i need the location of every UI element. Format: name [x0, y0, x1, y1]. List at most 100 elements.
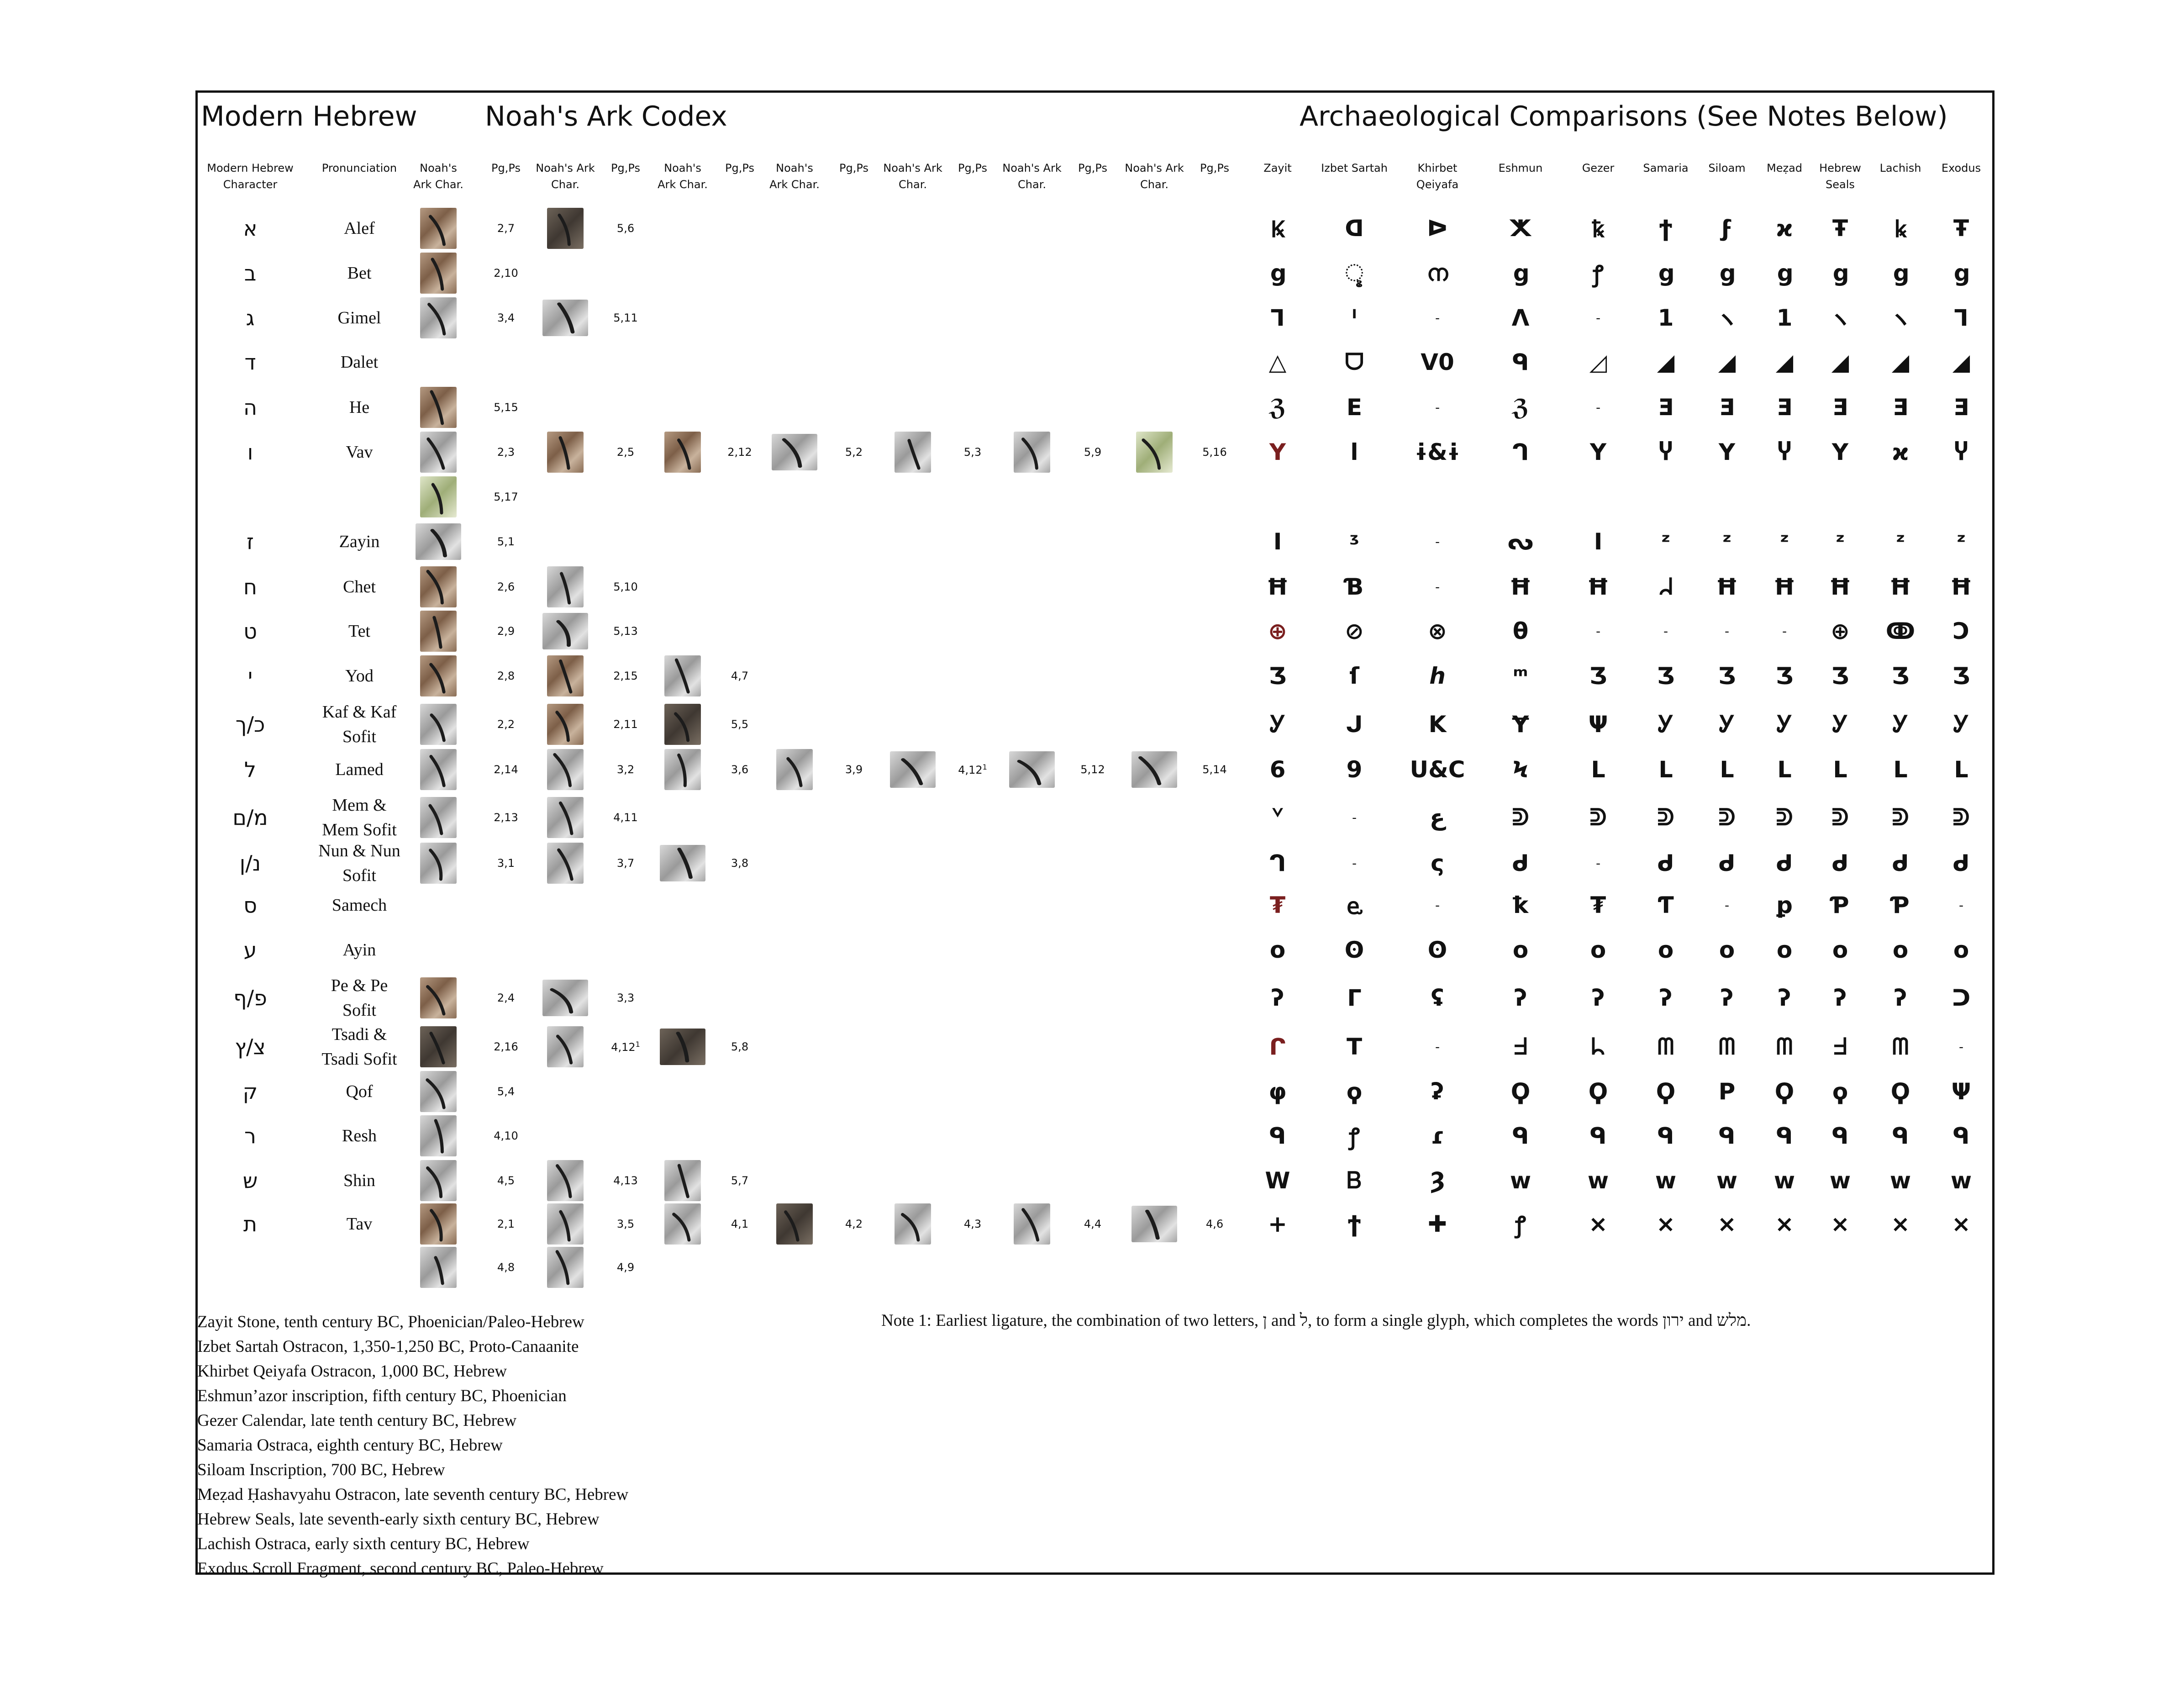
- noahs-ark-char-image: [420, 1203, 457, 1245]
- archaeological-glyph: U&C: [1410, 756, 1465, 783]
- page-position: 4,2: [845, 1218, 863, 1230]
- noahs-ark-char-image: [664, 655, 701, 696]
- page-position: 4,6: [1206, 1218, 1223, 1230]
- page-position: 2,1: [497, 1218, 515, 1230]
- archaeological-glyph: Ʒ: [1589, 663, 1607, 689]
- archaeological-glyph: W: [1265, 1167, 1290, 1194]
- archaeological-glyph: Ꭹ: [1893, 711, 1908, 738]
- archaeological-glyph: -: [1663, 624, 1668, 639]
- page-position: 2,3: [497, 446, 515, 459]
- noahs-ark-char-image: [542, 300, 588, 336]
- archaeological-glyph: ſ: [1349, 663, 1359, 689]
- archaeological-glyph: Ʒ: [1892, 663, 1910, 689]
- page-position: 4,3: [964, 1218, 981, 1230]
- archaeological-glyph: ʘ: [1428, 937, 1447, 963]
- archaeological-glyph: ↂ: [1886, 618, 1915, 644]
- page-position: 5,14: [1202, 763, 1226, 776]
- archaeological-glyph: ⊕: [1268, 618, 1287, 644]
- archaeological-glyph: ᒪ: [1954, 756, 1968, 783]
- archaeological-glyph: ʔ: [1271, 985, 1284, 1011]
- page-position: 2,2: [497, 718, 515, 731]
- archaeological-glyph: ◢: [1776, 349, 1793, 375]
- page-position: 5,8: [731, 1040, 748, 1053]
- archaeological-glyph: -: [1352, 810, 1357, 825]
- page-position: 5,13: [613, 625, 637, 638]
- page-position: 2,11: [613, 718, 637, 731]
- archaeological-glyph: ⊕: [1831, 618, 1850, 644]
- noahs-ark-char-image: [664, 1203, 701, 1245]
- archaeological-glyph: -: [1959, 898, 1963, 913]
- title-archaeological-comparisons: Archaeological Comparisons (See Notes Be…: [1300, 100, 1948, 132]
- archaeological-glyph: ᔓ: [1508, 528, 1534, 555]
- pronunciation: Lamed: [335, 757, 384, 782]
- modern-hebrew-char: צ/ץ: [235, 1034, 266, 1059]
- archaeological-glyph: Ʒ: [1657, 663, 1675, 689]
- archaeological-glyph: ᑯ: [1718, 850, 1735, 876]
- modern-hebrew-char: י: [248, 664, 253, 688]
- page-position: 2,15: [613, 670, 637, 682]
- archaeological-glyph: Ꭹ: [1777, 711, 1792, 738]
- noahs-ark-char-image: [420, 843, 457, 884]
- archaeological-glyph: w: [1716, 1167, 1737, 1194]
- archaeological-glyph: -: [1596, 856, 1600, 871]
- archaeological-glyph: ꝭ: [1515, 1208, 1526, 1240]
- archaeological-glyph: Ϙ: [1775, 1078, 1795, 1105]
- archaeological-glyph: ʔ: [1592, 985, 1605, 1011]
- pronunciation: Yod: [345, 664, 374, 688]
- page-position: 5,10: [613, 580, 637, 593]
- archaeological-glyph: ᗰ: [1776, 1034, 1793, 1060]
- archaeological-glyph: o: [1270, 937, 1285, 963]
- archaeological-glyph: ×: [1717, 1211, 1737, 1237]
- noahs-ark-char-image: [547, 1247, 584, 1288]
- noahs-ark-char-image: [542, 613, 588, 649]
- archaeological-glyph: θ: [1513, 618, 1528, 644]
- archaeological-glyph: ϙ: [1832, 1078, 1848, 1105]
- noahs-ark-char-image: [1131, 751, 1177, 788]
- archaeological-glyph: ᒪ: [1591, 756, 1605, 783]
- noahs-ark-char-image: [1136, 432, 1173, 473]
- archaeological-glyph: -: [1435, 534, 1440, 549]
- column-header: Samaria: [1643, 160, 1688, 176]
- pronunciation: Gimel: [338, 306, 381, 330]
- archaeological-glyph: ϰ: [1776, 215, 1793, 242]
- archaeological-glyph: ᒪ: [1893, 756, 1907, 783]
- archaeological-glyph: Y: [1590, 439, 1606, 465]
- archaeological-glyph: ×: [1891, 1211, 1910, 1237]
- archaeological-glyph: Ᏼ: [1347, 1167, 1362, 1194]
- modern-hebrew-char: ק: [243, 1079, 258, 1104]
- archaeological-glyph: Ϙ: [1589, 1078, 1608, 1105]
- archaeological-glyph: ᗜ: [1345, 349, 1364, 376]
- noahs-ark-char-image: [776, 1203, 813, 1245]
- archaeological-glyph: ᑫ: [1892, 1123, 1909, 1149]
- archaeological-glyph: ց: [1720, 260, 1734, 286]
- archaeological-glyph: -: [1435, 580, 1440, 595]
- column-header: Eshmun: [1499, 160, 1543, 176]
- archaeological-glyph: ⴺ: [1893, 394, 1908, 421]
- noahs-ark-char-image: [420, 655, 457, 696]
- noahs-ark-char-image: [420, 797, 457, 838]
- modern-hebrew-char: פ/ף: [233, 986, 267, 1010]
- column-header: Pg,Ps: [725, 160, 754, 176]
- page-position: 4,9: [617, 1261, 634, 1274]
- archaeological-glyph: Ɏ: [1512, 711, 1529, 738]
- pronunciation: Samech: [332, 893, 387, 918]
- page-position: 4,11: [613, 811, 637, 824]
- archaeological-glyph: Ψ: [1952, 1078, 1971, 1105]
- archaeological-glyph: ᖺ: [1591, 1034, 1605, 1060]
- noahs-ark-char-image: [547, 432, 584, 473]
- noahs-ark-char-image: [1009, 751, 1055, 788]
- archaeological-glyph: ց: [1777, 260, 1792, 286]
- archaeological-glyph: ⵅ: [1510, 215, 1531, 242]
- archaeological-glyph: ᘁ: [1272, 804, 1284, 831]
- archaeological-glyph: ᖵ: [1833, 1034, 1847, 1060]
- archaeological-glyph: Ƥ: [1831, 892, 1849, 918]
- archaeological-glyph: ◢: [1657, 349, 1674, 375]
- archaeological-glyph: ᑫ: [1718, 1123, 1735, 1149]
- archaeological-glyph: ꝃ: [1895, 213, 1907, 244]
- page-position: 3,3: [617, 992, 634, 1004]
- archaeological-glyph: Ħ: [1587, 574, 1610, 600]
- archaeological-glyph: K: [1429, 711, 1447, 738]
- archaeological-glyph: ⴺ: [1719, 394, 1735, 421]
- archaeological-glyph: +: [1268, 1211, 1287, 1237]
- pronunciation: Kaf & Kaf Sofit: [322, 700, 396, 749]
